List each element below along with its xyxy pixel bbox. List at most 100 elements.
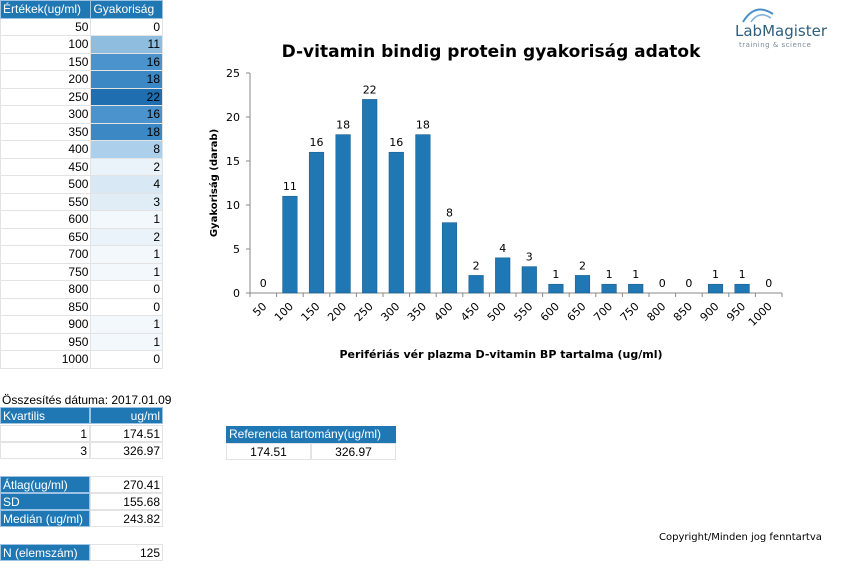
frequency-value-cell: 200 <box>0 70 92 89</box>
bar-data-label: 2 <box>579 259 586 272</box>
sd-value: 155.68 <box>90 493 163 510</box>
frequency-count-cell: 16 <box>90 52 163 71</box>
x-tick-label: 850 <box>671 300 695 324</box>
quartile-row: 1 174.51 <box>0 425 163 442</box>
frequency-table: Értékek(ug/ml) Gyakoriság 50 0 100 11 150 16 2… <box>0 0 163 369</box>
copyright-text: Copyright/Minden jog fenntartva <box>659 532 822 543</box>
frequency-row: 850 0 <box>0 297 163 316</box>
frequency-row: 800 0 <box>0 280 163 299</box>
sd-label: SD <box>0 493 90 510</box>
frequency-value-cell: 300 <box>0 105 92 124</box>
reference-range: Referencia tartomány(ug/ml) 174.51 326.9… <box>226 426 396 460</box>
x-tick-label: 900 <box>698 300 722 324</box>
y-axis-label: Gyakoriság (darab) <box>208 129 220 237</box>
frequency-value-cell: 900 <box>0 315 92 334</box>
x-tick-label: 450 <box>458 300 482 324</box>
frequency-bar-chart: D-vitamin bindig protein gyakoriság adat… <box>208 42 783 361</box>
bar <box>548 283 564 294</box>
y-tick-label: 0 <box>233 287 240 300</box>
header-frequency: Gyakoriság <box>90 0 163 19</box>
frequency-count-cell: 22 <box>90 87 163 106</box>
frequency-row: 200 18 <box>0 70 163 89</box>
frequency-count-cell: 1 <box>90 210 163 229</box>
frequency-count-cell: 0 <box>90 297 163 316</box>
x-tick-label: 550 <box>511 300 535 324</box>
bar-data-label: 0 <box>659 277 666 290</box>
frequency-value-cell: 750 <box>0 262 92 281</box>
n-value: 125 <box>90 544 163 561</box>
quartile-value: 174.51 <box>90 425 163 442</box>
bar-data-label: 3 <box>526 251 533 264</box>
bar-data-label: 2 <box>473 259 480 272</box>
bar <box>308 151 325 294</box>
bar <box>734 283 750 294</box>
bar-data-label: 1 <box>552 268 559 281</box>
frequency-row: 900 1 <box>0 315 163 334</box>
bar <box>574 275 591 294</box>
bar-data-label: 0 <box>765 277 772 290</box>
frequency-value-cell: 700 <box>0 245 92 264</box>
quartile-header-row: Kvartilis ug/ml <box>0 407 163 424</box>
quartile-index: 3 <box>0 442 90 459</box>
frequency-row: 450 2 <box>0 157 163 176</box>
quartile-header-label: Kvartilis <box>0 407 90 424</box>
bar <box>282 195 298 294</box>
frequency-row: 300 16 <box>0 105 163 124</box>
bar <box>707 283 724 294</box>
quartile-row: 3 326.97 <box>0 442 163 459</box>
bar-data-label: 8 <box>446 207 453 220</box>
frequency-row: 1000 0 <box>0 350 163 369</box>
frequency-row: 100 11 <box>0 35 163 54</box>
y-tick-label: 10 <box>226 199 240 212</box>
header-values: Értékek(ug/ml) <box>0 0 92 19</box>
labmagister-logo: LabMagister training & science <box>735 4 835 52</box>
bar-data-label: 18 <box>336 119 350 132</box>
bar-data-label: 4 <box>499 242 506 255</box>
reference-header: Referencia tartomány(ug/ml) <box>226 426 396 443</box>
y-tick-label: 20 <box>226 111 240 124</box>
x-tick-label: 700 <box>591 300 615 324</box>
bar <box>362 99 378 294</box>
logo-arc-icon <box>742 8 774 23</box>
mean-value: 270.41 <box>90 476 163 493</box>
frequency-value-cell: 1000 <box>0 350 92 369</box>
frequency-row: 550 3 <box>0 192 163 211</box>
x-tick-label: 1000 <box>746 300 775 329</box>
frequency-count-cell: 0 <box>90 350 163 369</box>
x-tick-label: 200 <box>325 300 349 324</box>
frequency-count-cell: 2 <box>90 157 163 176</box>
frequency-value-cell: 50 <box>0 17 92 36</box>
frequency-count-cell: 2 <box>90 227 163 246</box>
logo-tagline: training & science <box>739 41 812 49</box>
frequency-count-cell: 18 <box>90 122 163 141</box>
median-label: Medián (ug/ml) <box>0 510 90 527</box>
frequency-row: 750 1 <box>0 262 163 281</box>
quartile-index: 1 <box>0 425 90 442</box>
frequency-value-cell: 850 <box>0 297 92 316</box>
x-tick-label: 950 <box>724 300 748 324</box>
frequency-row: 950 1 <box>0 332 163 351</box>
frequency-value-cell: 450 <box>0 157 92 176</box>
frequency-count-cell: 1 <box>90 245 163 264</box>
y-tick-label: 25 <box>226 67 240 80</box>
bar <box>415 134 431 294</box>
summary-date: Összesítés dátuma: 2017.01.09 <box>2 393 172 407</box>
frequency-table-header: Értékek(ug/ml) Gyakoriság <box>0 0 163 19</box>
quartile-header-unit: ug/ml <box>90 407 163 424</box>
frequency-row: 150 16 <box>0 52 163 71</box>
frequency-value-cell: 400 <box>0 140 92 159</box>
reference-low: 174.51 <box>226 443 311 460</box>
frequency-count-cell: 16 <box>90 105 163 124</box>
n-label: N (elemszám) <box>0 544 90 561</box>
bar-data-label: 16 <box>310 136 324 149</box>
bar-data-label: 22 <box>363 83 377 96</box>
bar-data-label: 1 <box>712 268 719 281</box>
frequency-count-cell: 0 <box>90 280 163 299</box>
frequency-count-cell: 1 <box>90 262 163 281</box>
median-row: Medián (ug/ml) 243.82 <box>0 510 163 527</box>
frequency-value-cell: 500 <box>0 175 92 194</box>
x-tick-label: 650 <box>565 300 589 324</box>
frequency-count-cell: 1 <box>90 332 163 351</box>
bar-data-label: 18 <box>416 119 430 132</box>
frequency-count-cell: 11 <box>90 35 163 54</box>
